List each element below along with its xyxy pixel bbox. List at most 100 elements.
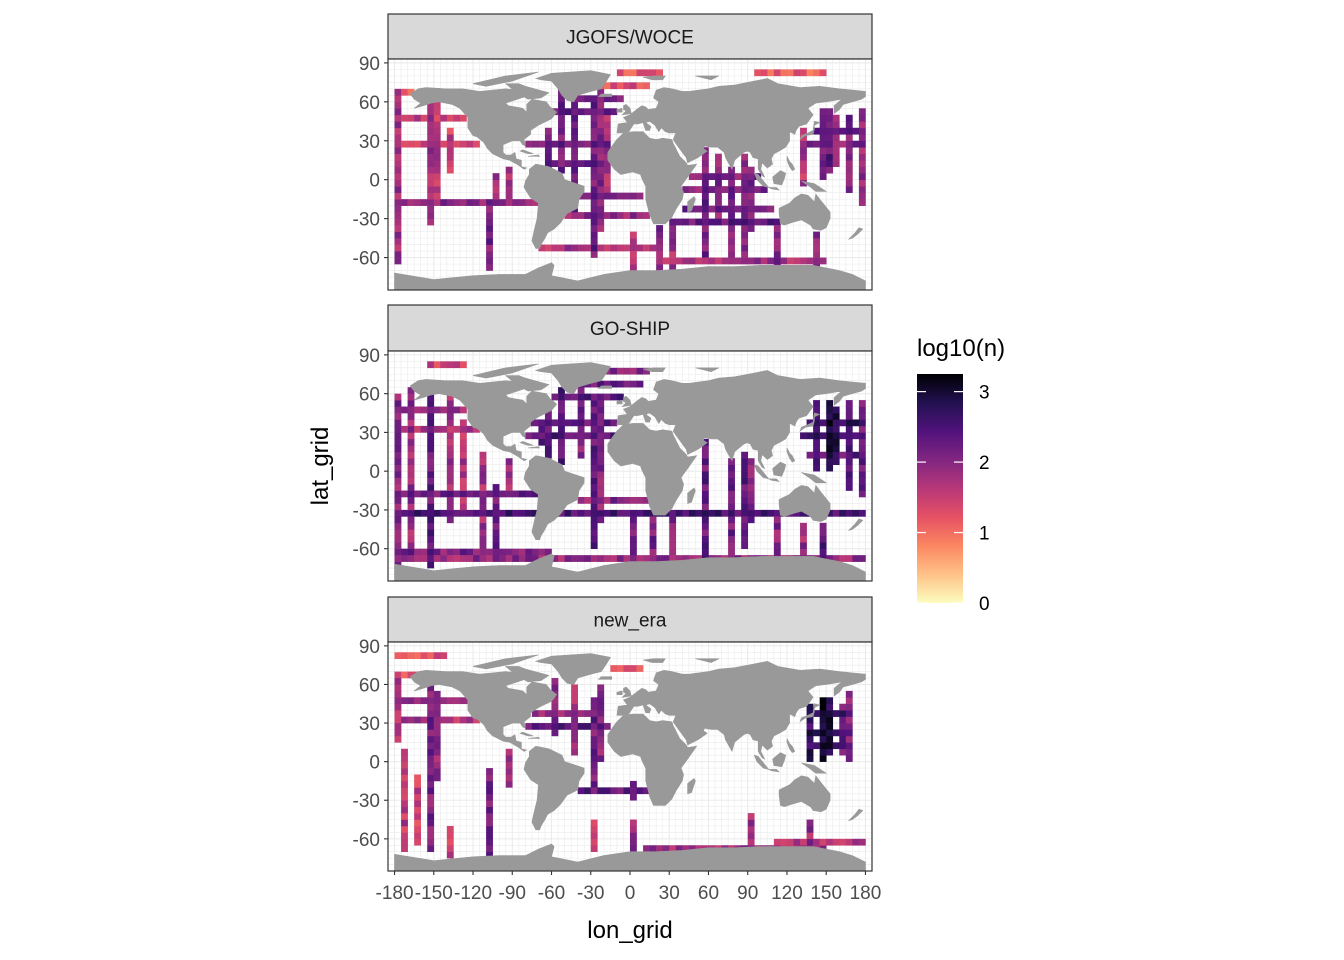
heat-tile: [603, 95, 611, 103]
heat-tile: [747, 497, 755, 504]
heat-tile: [747, 458, 755, 466]
heat-tile: [826, 413, 834, 420]
heat-tile: [459, 548, 467, 556]
land-shape: [643, 367, 666, 373]
heat-tile: [630, 542, 637, 549]
heat-tile: [394, 134, 402, 142]
heat-tile: [858, 192, 866, 200]
heat-tile: [643, 787, 650, 795]
heat-tile: [590, 774, 598, 782]
heat-tile: [440, 555, 448, 562]
heat-tile: [571, 748, 578, 756]
heat-tile: [427, 832, 435, 840]
heat-tile: [459, 451, 467, 459]
heat-tile: [427, 806, 435, 814]
heat-tile: [754, 186, 762, 193]
heat-tile: [701, 484, 709, 491]
heat-tile: [459, 432, 467, 440]
heat-tile: [394, 95, 402, 103]
heat-tile: [754, 69, 762, 77]
x-tick-label: -90: [499, 883, 526, 904]
heat-tile: [656, 555, 663, 562]
heat-tile: [394, 140, 402, 148]
heat-tile: [446, 419, 454, 427]
heat-tile: [466, 425, 474, 433]
heat-tile: [564, 140, 572, 148]
heat-tile: [414, 825, 421, 833]
heat-tile: [858, 400, 866, 407]
land-shape: [753, 464, 770, 480]
heat-tile: [669, 555, 677, 562]
heat-tile: [551, 710, 559, 717]
heat-tile: [813, 464, 820, 472]
heat-tile: [597, 205, 605, 213]
heat-tile: [741, 484, 749, 491]
heat-tile: [492, 548, 500, 556]
heat-tile: [558, 451, 565, 459]
heat-tile: [669, 529, 677, 537]
land-shape: [472, 71, 539, 87]
heat-tile: [420, 140, 428, 148]
heat-tile: [826, 723, 834, 730]
heat-tile: [551, 432, 559, 440]
heat-tile: [597, 742, 605, 750]
heat-tile: [427, 166, 435, 174]
heat-tile: [773, 257, 781, 265]
heat-tile: [401, 490, 408, 498]
heat-tile: [741, 173, 749, 180]
heat-tile: [715, 179, 722, 187]
heat-tile: [695, 205, 703, 213]
heat-tile: [564, 419, 572, 427]
heat-tile: [531, 723, 539, 730]
heat-tile: [446, 516, 454, 524]
land-shape: [772, 461, 787, 477]
heat-tile: [407, 419, 415, 427]
heat-tile: [427, 516, 435, 524]
land-shape: [772, 752, 787, 768]
heat-tile: [780, 838, 788, 846]
heat-tile: [414, 819, 421, 827]
heat-tile: [564, 509, 572, 517]
heat-tile: [571, 690, 578, 698]
heat-tile: [715, 192, 722, 200]
heat-tile: [630, 257, 637, 265]
heat-tile: [800, 542, 807, 549]
heat-tile: [819, 419, 827, 427]
heat-tile: [741, 509, 749, 517]
heat-tile: [800, 134, 807, 142]
heat-tile: [603, 380, 611, 388]
heat-tile: [741, 205, 749, 213]
heat-tile: [597, 147, 605, 155]
land-shape: [616, 399, 623, 405]
heat-tile: [401, 425, 408, 433]
heat-tile: [786, 838, 794, 846]
heat-tile: [531, 509, 539, 517]
heat-tile: [839, 742, 847, 750]
heat-tile: [734, 186, 742, 193]
heat-tile: [525, 140, 533, 148]
heat-tile: [623, 69, 631, 77]
heat-tile: [571, 153, 578, 161]
heat-tile: [603, 173, 611, 180]
land-shape: [616, 78, 866, 178]
heat-tile: [394, 678, 402, 685]
heat-tile: [728, 477, 735, 485]
heat-tile: [538, 244, 546, 252]
heat-tile: [414, 787, 421, 795]
heat-tile: [852, 838, 860, 846]
heat-tile: [734, 173, 742, 180]
heat-tile: [401, 793, 408, 801]
heat-tile: [597, 101, 605, 109]
heat-tile: [845, 451, 853, 459]
heat-tile: [773, 251, 781, 258]
heat-tile: [394, 218, 402, 226]
heat-tile: [832, 451, 840, 459]
heat-tile: [394, 703, 402, 711]
heat-tile: [590, 509, 598, 517]
heat-tile: [407, 458, 415, 466]
heat-tile: [512, 199, 520, 206]
heat-tile: [616, 787, 624, 795]
heat-tile: [459, 716, 467, 724]
heat-tile: [590, 529, 598, 537]
